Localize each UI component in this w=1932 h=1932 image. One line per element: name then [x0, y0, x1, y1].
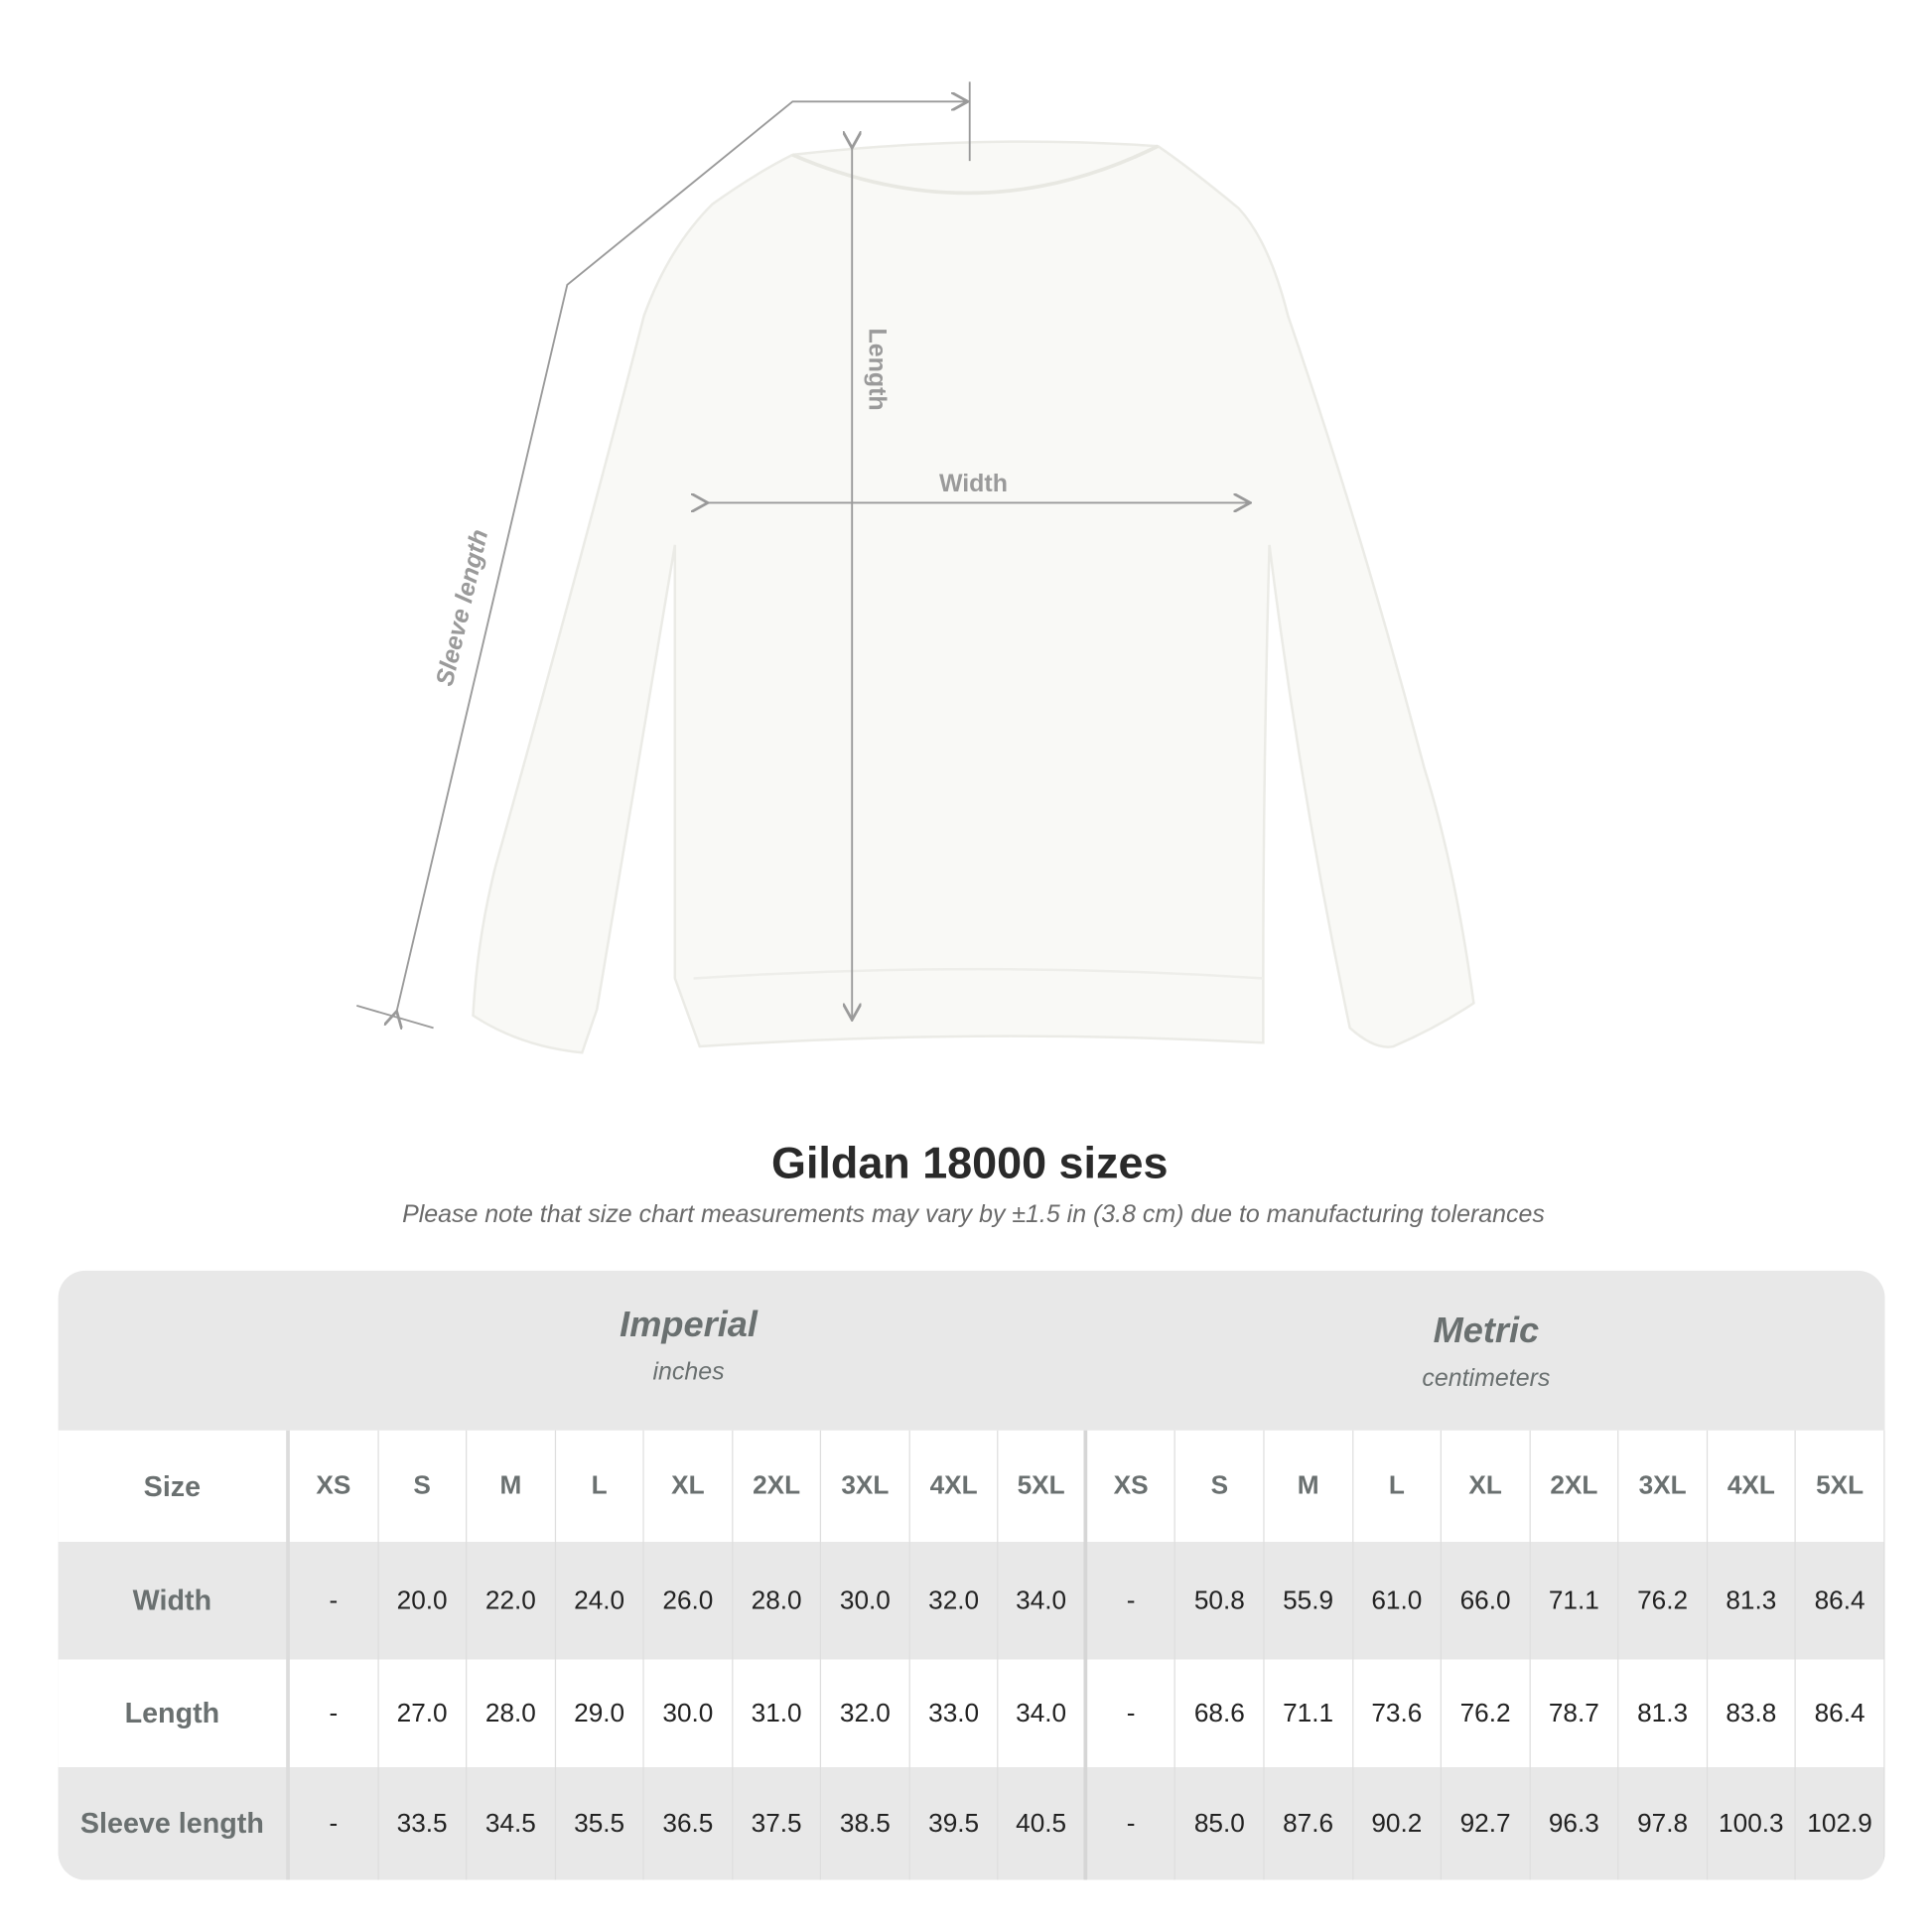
imperial-cell: 34.0 — [999, 1659, 1088, 1768]
metric-cell: 97.8 — [1619, 1767, 1708, 1880]
metric-size-xs: XS — [1087, 1430, 1176, 1543]
imperial-size-m: M — [467, 1430, 556, 1543]
imperial-cell: 40.5 — [999, 1767, 1088, 1880]
imperial-cell: 37.5 — [733, 1767, 822, 1880]
imperial-cell: 26.0 — [644, 1542, 734, 1660]
imperial-header: Imperial inches — [290, 1271, 1087, 1431]
metric-cell: 83.8 — [1708, 1659, 1797, 1768]
size-header: Size — [59, 1430, 290, 1543]
imperial-cell: 38.5 — [821, 1767, 910, 1880]
imperial-size-xs: XS — [290, 1430, 379, 1543]
sleeve-length-label: Sleeve length — [431, 527, 493, 689]
table-row: Sleeve length -33.5 34.5 35.5 36.5 37.5 38.5 39… — [58, 1767, 1885, 1880]
row-label: Length — [59, 1659, 290, 1768]
size-table: Imperial inches Metric centimeters Size X… — [58, 1270, 1885, 1880]
metric-cell: 81.3 — [1708, 1542, 1797, 1660]
row-label: Width — [59, 1542, 290, 1660]
imperial-cell: - — [290, 1542, 379, 1660]
metric-size-3xl: 3XL — [1619, 1430, 1708, 1543]
metric-cell: 86.4 — [1796, 1542, 1885, 1660]
metric-cell: 76.2 — [1619, 1542, 1708, 1660]
imperial-size-3xl: 3XL — [821, 1430, 910, 1543]
imperial-size-s: S — [378, 1430, 468, 1543]
metric-size-4xl: 4XL — [1708, 1430, 1797, 1543]
sleeve-arrow — [396, 101, 966, 1013]
metric-size-xl: XL — [1442, 1430, 1531, 1543]
page-title: Gildan 18000 sizes — [771, 1137, 1169, 1188]
imperial-cell: 27.0 — [378, 1659, 468, 1768]
imperial-cell: 34.5 — [467, 1767, 556, 1880]
sweatshirt-diagram: Length Width Sleeve length — [355, 81, 1475, 1054]
imperial-cell: 39.5 — [910, 1767, 999, 1880]
metric-cell: 66.0 — [1442, 1542, 1531, 1660]
metric-unit: centimeters — [1422, 1364, 1551, 1393]
table-row: Width -20.0 22.0 24.0 26.0 28.0 30.0 32.0 34.0-5… — [58, 1542, 1885, 1660]
length-label: Length — [864, 329, 892, 411]
imperial-cell: - — [290, 1659, 379, 1768]
imperial-cell: 29.0 — [556, 1659, 644, 1768]
metric-cell: 85.0 — [1175, 1767, 1265, 1880]
imperial-cell: 34.0 — [999, 1542, 1088, 1660]
metric-title: Metric — [1433, 1311, 1540, 1351]
size-row: Size XS S M L XL 2XL 3XL 4XL 5XL XS S M L XL 2XL 3XL 4XL 5… — [58, 1430, 1885, 1543]
imperial-title: Imperial — [620, 1305, 758, 1345]
imperial-cell: 35.5 — [556, 1767, 644, 1880]
metric-cell: 78.7 — [1530, 1659, 1619, 1768]
metric-cell: 92.7 — [1442, 1767, 1531, 1880]
imperial-cell: 31.0 — [733, 1659, 822, 1768]
metric-size-m: M — [1265, 1430, 1353, 1543]
imperial-cell: 24.0 — [556, 1542, 644, 1660]
metric-cell: 76.2 — [1442, 1659, 1531, 1768]
imperial-cell: 32.0 — [910, 1542, 999, 1660]
sweatshirt-image — [472, 140, 1475, 1054]
metric-cell: 102.9 — [1796, 1767, 1885, 1880]
metric-cell: - — [1087, 1767, 1176, 1880]
imperial-cell: 30.0 — [644, 1659, 734, 1768]
metric-cell: 55.9 — [1265, 1542, 1353, 1660]
imperial-cell: 36.5 — [644, 1767, 734, 1880]
imperial-cell: 28.0 — [733, 1542, 822, 1660]
imperial-cell: 28.0 — [467, 1659, 556, 1768]
metric-cell: 73.6 — [1353, 1659, 1443, 1768]
metric-size-l: L — [1353, 1430, 1443, 1543]
width-label: Width — [939, 470, 1008, 497]
metric-header: Metric centimeters — [1087, 1277, 1884, 1437]
imperial-cell: - — [290, 1767, 379, 1880]
metric-cell: 50.8 — [1175, 1542, 1265, 1660]
metric-cell: 87.6 — [1265, 1767, 1353, 1880]
metric-cell: 90.2 — [1353, 1767, 1443, 1880]
imperial-cell: 32.0 — [821, 1659, 910, 1768]
table-row: Length -27.0 28.0 29.0 30.0 31.0 32.0 33.0 34.0-… — [58, 1659, 1885, 1768]
metric-cell: 71.1 — [1530, 1542, 1619, 1660]
metric-cell: - — [1087, 1542, 1176, 1660]
imperial-unit: inches — [652, 1358, 725, 1386]
imperial-cell: 33.0 — [910, 1659, 999, 1768]
imperial-size-l: L — [556, 1430, 644, 1543]
imperial-cell: 22.0 — [467, 1542, 556, 1660]
metric-cell: 96.3 — [1530, 1767, 1619, 1880]
metric-size-s: S — [1175, 1430, 1265, 1543]
metric-cell: 71.1 — [1265, 1659, 1353, 1768]
imperial-cell: 30.0 — [821, 1542, 910, 1660]
imperial-size-5xl: 5XL — [999, 1430, 1088, 1543]
metric-size-5xl: 5XL — [1796, 1430, 1885, 1543]
metric-cell: 68.6 — [1175, 1659, 1265, 1768]
metric-cell: 61.0 — [1353, 1542, 1443, 1660]
metric-cell: 100.3 — [1708, 1767, 1797, 1880]
metric-size-2xl: 2XL — [1530, 1430, 1619, 1543]
metric-cell: 86.4 — [1796, 1659, 1885, 1768]
imperial-cell: 20.0 — [378, 1542, 468, 1660]
metric-cell: - — [1087, 1659, 1176, 1768]
row-label: Sleeve length — [59, 1767, 290, 1880]
tolerance-note: Please note that size chart measurements… — [402, 1200, 1545, 1229]
imperial-size-2xl: 2XL — [733, 1430, 822, 1543]
imperial-size-xl: XL — [644, 1430, 734, 1543]
imperial-cell: 33.5 — [378, 1767, 468, 1880]
imperial-size-4xl: 4XL — [910, 1430, 999, 1543]
metric-cell: 81.3 — [1619, 1659, 1708, 1768]
